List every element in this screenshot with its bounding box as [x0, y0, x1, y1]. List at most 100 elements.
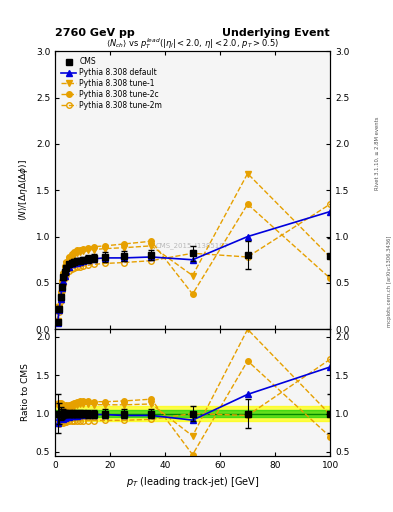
- Pythia 8.308 tune-2c: [61, 270, 66, 276]
- Pythia 8.308 default: [77, 259, 82, 265]
- Pythia 8.308 tune-2c: [190, 291, 195, 297]
- Pythia 8.308 tune-2m: [64, 271, 68, 278]
- Pythia 8.308 tune-1: [190, 272, 195, 279]
- Pythia 8.308 tune-2m: [60, 288, 64, 294]
- Text: CMS_2015_I1385107: CMS_2015_I1385107: [156, 243, 229, 249]
- Text: 2760 GeV pp: 2760 GeV pp: [55, 28, 135, 38]
- Pythia 8.308 tune-2c: [121, 241, 126, 247]
- Pythia 8.308 tune-2c: [58, 289, 63, 295]
- Pythia 8.308 tune-2c: [57, 303, 62, 309]
- Line: Pythia 8.308 tune-2c: Pythia 8.308 tune-2c: [55, 201, 333, 324]
- Pythia 8.308 tune-2m: [77, 264, 82, 270]
- Pythia 8.308 tune-2c: [72, 249, 77, 255]
- Pythia 8.308 default: [245, 233, 250, 240]
- Pythia 8.308 default: [75, 260, 79, 266]
- Pythia 8.308 default: [62, 272, 67, 279]
- Text: Rivet 3.1.10, ≥ 2.8M events: Rivet 3.1.10, ≥ 2.8M events: [375, 117, 380, 190]
- Pythia 8.308 tune-2m: [75, 264, 79, 270]
- X-axis label: $p_T$ (leading track-jet) [GeV]: $p_T$ (leading track-jet) [GeV]: [126, 475, 259, 489]
- Bar: [55, 410, 330, 417]
- Pythia 8.308 tune-1: [77, 249, 82, 255]
- Pythia 8.308 tune-2m: [121, 260, 126, 266]
- Pythia 8.308 default: [91, 256, 96, 262]
- Pythia 8.308 tune-2c: [102, 243, 107, 249]
- Pythia 8.308 default: [61, 278, 66, 284]
- Pythia 8.308 default: [149, 254, 154, 260]
- Pythia 8.308 default: [66, 264, 71, 270]
- Pythia 8.308 tune-2m: [328, 201, 332, 207]
- Pythia 8.308 default: [64, 268, 68, 274]
- Pythia 8.308 tune-2m: [149, 258, 154, 264]
- Pythia 8.308 tune-2m: [57, 309, 62, 315]
- Pythia 8.308 tune-1: [72, 252, 77, 258]
- Pythia 8.308 tune-2m: [66, 268, 71, 274]
- Text: Underlying Event: Underlying Event: [222, 28, 330, 38]
- Line: Pythia 8.308 default: Pythia 8.308 default: [55, 209, 333, 326]
- Pythia 8.308 tune-2c: [77, 246, 82, 252]
- Pythia 8.308 tune-1: [62, 266, 67, 272]
- Pythia 8.308 tune-2m: [72, 265, 77, 271]
- Pythia 8.308 default: [102, 255, 107, 261]
- Pythia 8.308 tune-2m: [80, 263, 85, 269]
- Pythia 8.308 tune-1: [66, 257, 71, 263]
- Pythia 8.308 tune-1: [86, 247, 90, 253]
- Pythia 8.308 tune-2m: [91, 261, 96, 267]
- Pythia 8.308 default: [121, 255, 126, 261]
- Pythia 8.308 tune-2c: [62, 263, 67, 269]
- Pythia 8.308 tune-2c: [149, 238, 154, 244]
- Pythia 8.308 tune-2c: [60, 278, 64, 284]
- Pythia 8.308 default: [60, 285, 64, 291]
- Pythia 8.308 default: [58, 295, 63, 302]
- Line: Pythia 8.308 tune-1: Pythia 8.308 tune-1: [55, 171, 333, 324]
- Pythia 8.308 tune-2c: [64, 259, 68, 265]
- Pythia 8.308 tune-2m: [62, 275, 67, 282]
- Pythia 8.308 tune-2m: [61, 281, 66, 287]
- Pythia 8.308 tune-2m: [69, 266, 74, 272]
- Text: mcplots.cern.ch [arXiv:1306.3436]: mcplots.cern.ch [arXiv:1306.3436]: [387, 236, 391, 327]
- Pythia 8.308 tune-1: [69, 254, 74, 260]
- Line: Pythia 8.308 tune-2m: Pythia 8.308 tune-2m: [55, 201, 333, 326]
- Pythia 8.308 tune-1: [91, 246, 96, 252]
- Pythia 8.308 tune-2c: [91, 244, 96, 250]
- Pythia 8.308 tune-1: [149, 243, 154, 249]
- Pythia 8.308 tune-2c: [75, 247, 79, 253]
- Pythia 8.308 tune-1: [58, 291, 63, 297]
- Pythia 8.308 tune-1: [121, 245, 126, 251]
- Pythia 8.308 tune-1: [60, 280, 64, 286]
- Pythia 8.308 tune-1: [57, 304, 62, 310]
- Pythia 8.308 tune-1: [328, 254, 332, 260]
- Pythia 8.308 tune-1: [80, 248, 85, 254]
- Pythia 8.308 tune-2c: [245, 201, 250, 207]
- Pythia 8.308 tune-2m: [102, 261, 107, 267]
- Pythia 8.308 default: [328, 208, 332, 215]
- Y-axis label: $\langle N\rangle/[\Delta\eta\Delta(\Delta\phi)]$: $\langle N\rangle/[\Delta\eta\Delta(\Del…: [17, 159, 30, 221]
- Pythia 8.308 tune-1: [245, 170, 250, 177]
- Pythia 8.308 tune-1: [75, 250, 79, 257]
- Pythia 8.308 default: [86, 257, 90, 263]
- Pythia 8.308 default: [57, 307, 62, 313]
- Pythia 8.308 tune-1: [64, 261, 68, 267]
- Pythia 8.308 default: [69, 261, 74, 267]
- Pythia 8.308 tune-2m: [86, 262, 90, 268]
- Pythia 8.308 tune-2m: [190, 250, 195, 257]
- Pythia 8.308 tune-1: [102, 246, 107, 252]
- Pythia 8.308 tune-2c: [80, 246, 85, 252]
- Legend: CMS, Pythia 8.308 default, Pythia 8.308 tune-1, Pythia 8.308 tune-2c, Pythia 8.3: CMS, Pythia 8.308 default, Pythia 8.308 …: [59, 55, 165, 112]
- Pythia 8.308 default: [190, 257, 195, 263]
- Pythia 8.308 tune-2c: [328, 275, 332, 282]
- Pythia 8.308 default: [72, 261, 77, 267]
- Bar: [55, 406, 330, 421]
- Pythia 8.308 tune-1: [61, 271, 66, 278]
- Title: $\langle N_{ch}\rangle$ vs $p_T^{lead}(|\eta_l|<2.0,\,\eta|<2.0,\,p_T>0.5)$: $\langle N_{ch}\rangle$ vs $p_T^{lead}(|…: [106, 36, 279, 51]
- Pythia 8.308 tune-2m: [55, 319, 60, 326]
- Y-axis label: Ratio to CMS: Ratio to CMS: [21, 364, 30, 421]
- Pythia 8.308 tune-2c: [86, 245, 90, 251]
- Pythia 8.308 tune-2c: [55, 318, 60, 324]
- Pythia 8.308 tune-2m: [245, 254, 250, 260]
- Pythia 8.308 tune-2c: [69, 251, 74, 257]
- Pythia 8.308 tune-2m: [58, 297, 63, 304]
- Pythia 8.308 default: [80, 258, 85, 264]
- Pythia 8.308 tune-1: [55, 318, 60, 324]
- Pythia 8.308 default: [55, 319, 60, 326]
- Pythia 8.308 tune-2c: [66, 254, 71, 260]
